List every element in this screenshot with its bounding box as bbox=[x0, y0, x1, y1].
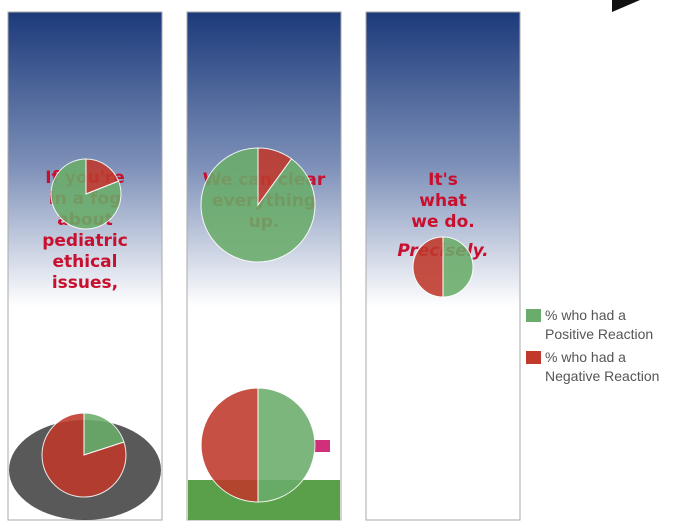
panel-text: we do. bbox=[411, 212, 474, 232]
panel-text: ethical bbox=[53, 252, 118, 272]
legend-item: % who had a Positive Reaction bbox=[526, 306, 690, 344]
pie-slice bbox=[83, 412, 125, 456]
pie bbox=[41, 412, 127, 498]
pie-slice bbox=[50, 158, 122, 230]
pie-slice bbox=[41, 412, 127, 498]
pie bbox=[50, 158, 122, 230]
corner-arrow bbox=[612, 0, 640, 12]
pie-slice bbox=[442, 236, 474, 298]
pie-slice bbox=[200, 387, 259, 503]
legend-swatch bbox=[526, 309, 541, 322]
legend-label: % who had a Positive Reaction bbox=[545, 307, 654, 342]
flag bbox=[314, 440, 330, 452]
pie bbox=[412, 236, 474, 298]
panel-text: what bbox=[419, 191, 466, 211]
pie-slice bbox=[412, 236, 444, 298]
panel-text: pediatric bbox=[42, 231, 128, 251]
panel-text: It's bbox=[428, 170, 458, 190]
legend-swatch bbox=[526, 351, 541, 364]
pie bbox=[200, 387, 316, 503]
legend-label: % who had a Negative Reaction bbox=[545, 349, 660, 384]
pie-slice bbox=[257, 387, 316, 503]
legend-item: % who had a Negative Reaction bbox=[526, 348, 690, 386]
panel-text: issues, bbox=[52, 273, 118, 293]
pie-slice bbox=[85, 158, 120, 195]
pie bbox=[200, 147, 316, 263]
pie-slice bbox=[200, 147, 316, 263]
